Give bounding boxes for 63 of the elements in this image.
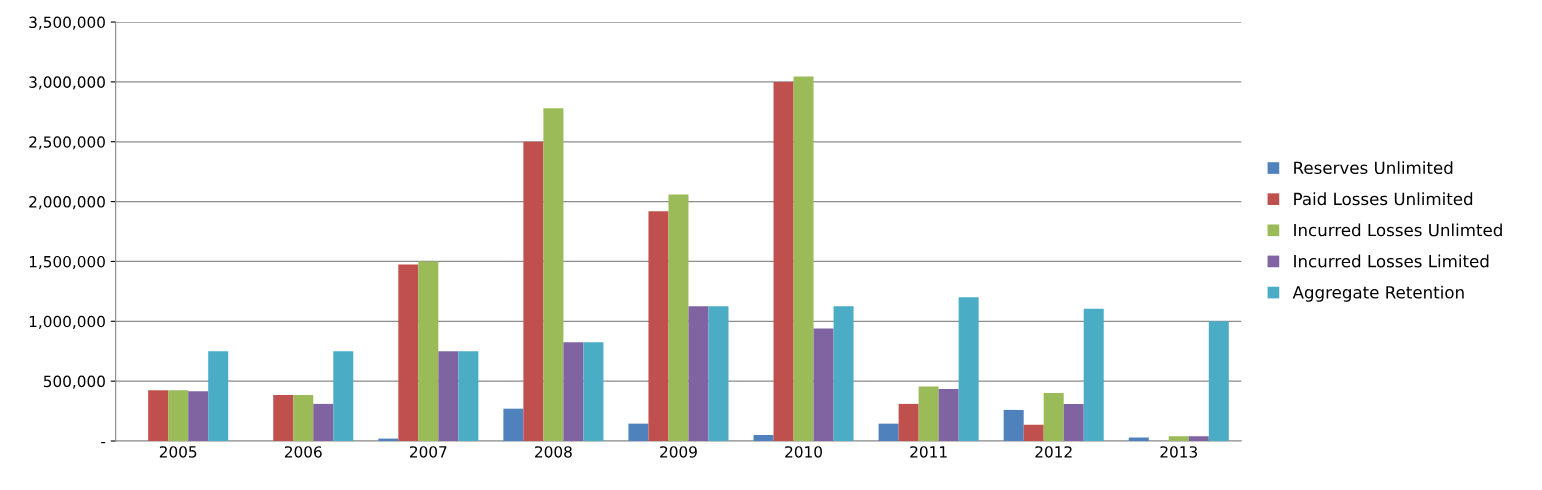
bar (958, 297, 979, 441)
bar (668, 194, 689, 441)
legend-label: Incurred Losses Unlimted (1294, 223, 1502, 237)
bar (793, 76, 814, 441)
bar (313, 403, 334, 441)
x-tick-label: 2010 (785, 446, 822, 458)
bar (168, 390, 189, 441)
y-tick-label: 3,000,000 (29, 76, 105, 90)
bar (938, 388, 959, 441)
bar (503, 408, 524, 441)
bar (1128, 437, 1149, 441)
bar (523, 141, 544, 441)
bar (1043, 393, 1064, 441)
legend-label: Paid Losses Unlimited (1294, 192, 1473, 206)
x-tick-label: 2012 (1035, 446, 1072, 458)
x-tick-label: 2011 (910, 446, 947, 458)
bar (813, 328, 834, 441)
bar (898, 403, 919, 441)
bar (398, 264, 419, 441)
bar (543, 108, 564, 441)
bar (648, 211, 669, 441)
bar (293, 394, 314, 441)
bar (583, 342, 604, 441)
bar (148, 390, 169, 441)
bar (708, 306, 729, 441)
x-tick-label: 2005 (159, 446, 197, 458)
bar (208, 351, 229, 441)
y-tick-label: - (101, 442, 106, 444)
bar (1083, 308, 1104, 441)
bar (1208, 321, 1229, 441)
bar (1003, 409, 1024, 441)
x-tick-label: 2013 (1160, 446, 1197, 458)
y-tick-label: 2,000,000 (29, 196, 105, 210)
bar (1188, 436, 1209, 441)
x-tick-label: 2007 (410, 446, 447, 458)
bar (628, 423, 649, 441)
x-tick-label: 2008 (535, 446, 572, 458)
bar (1023, 424, 1044, 441)
bar (773, 81, 794, 441)
bar (918, 386, 939, 441)
y-tick-label: 3,500,000 (29, 16, 105, 30)
legend-label: Reserves Unlimited (1294, 161, 1453, 175)
bar (1168, 436, 1189, 441)
bar (833, 306, 854, 441)
bar (688, 306, 709, 441)
bar (333, 351, 354, 441)
legend-label: Aggregate Retention (1292, 285, 1464, 302)
bar (418, 261, 439, 441)
bar (273, 394, 294, 441)
bar (188, 391, 209, 441)
bar (458, 351, 479, 441)
bar (438, 351, 459, 441)
y-tick-label: 1,500,000 (29, 255, 105, 270)
legend-label: Incurred Losses Limited (1294, 254, 1489, 268)
y-tick-label: 500,000 (43, 375, 105, 389)
y-tick-label: 2,500,000 (29, 136, 105, 150)
y-tick-label: 1,000,000 (29, 315, 105, 329)
bar (563, 342, 584, 441)
bar (753, 435, 774, 441)
x-tick-label: 2006 (284, 446, 322, 458)
bar (878, 423, 899, 441)
x-tick-label: 2009 (660, 446, 697, 458)
bar (1063, 403, 1084, 441)
